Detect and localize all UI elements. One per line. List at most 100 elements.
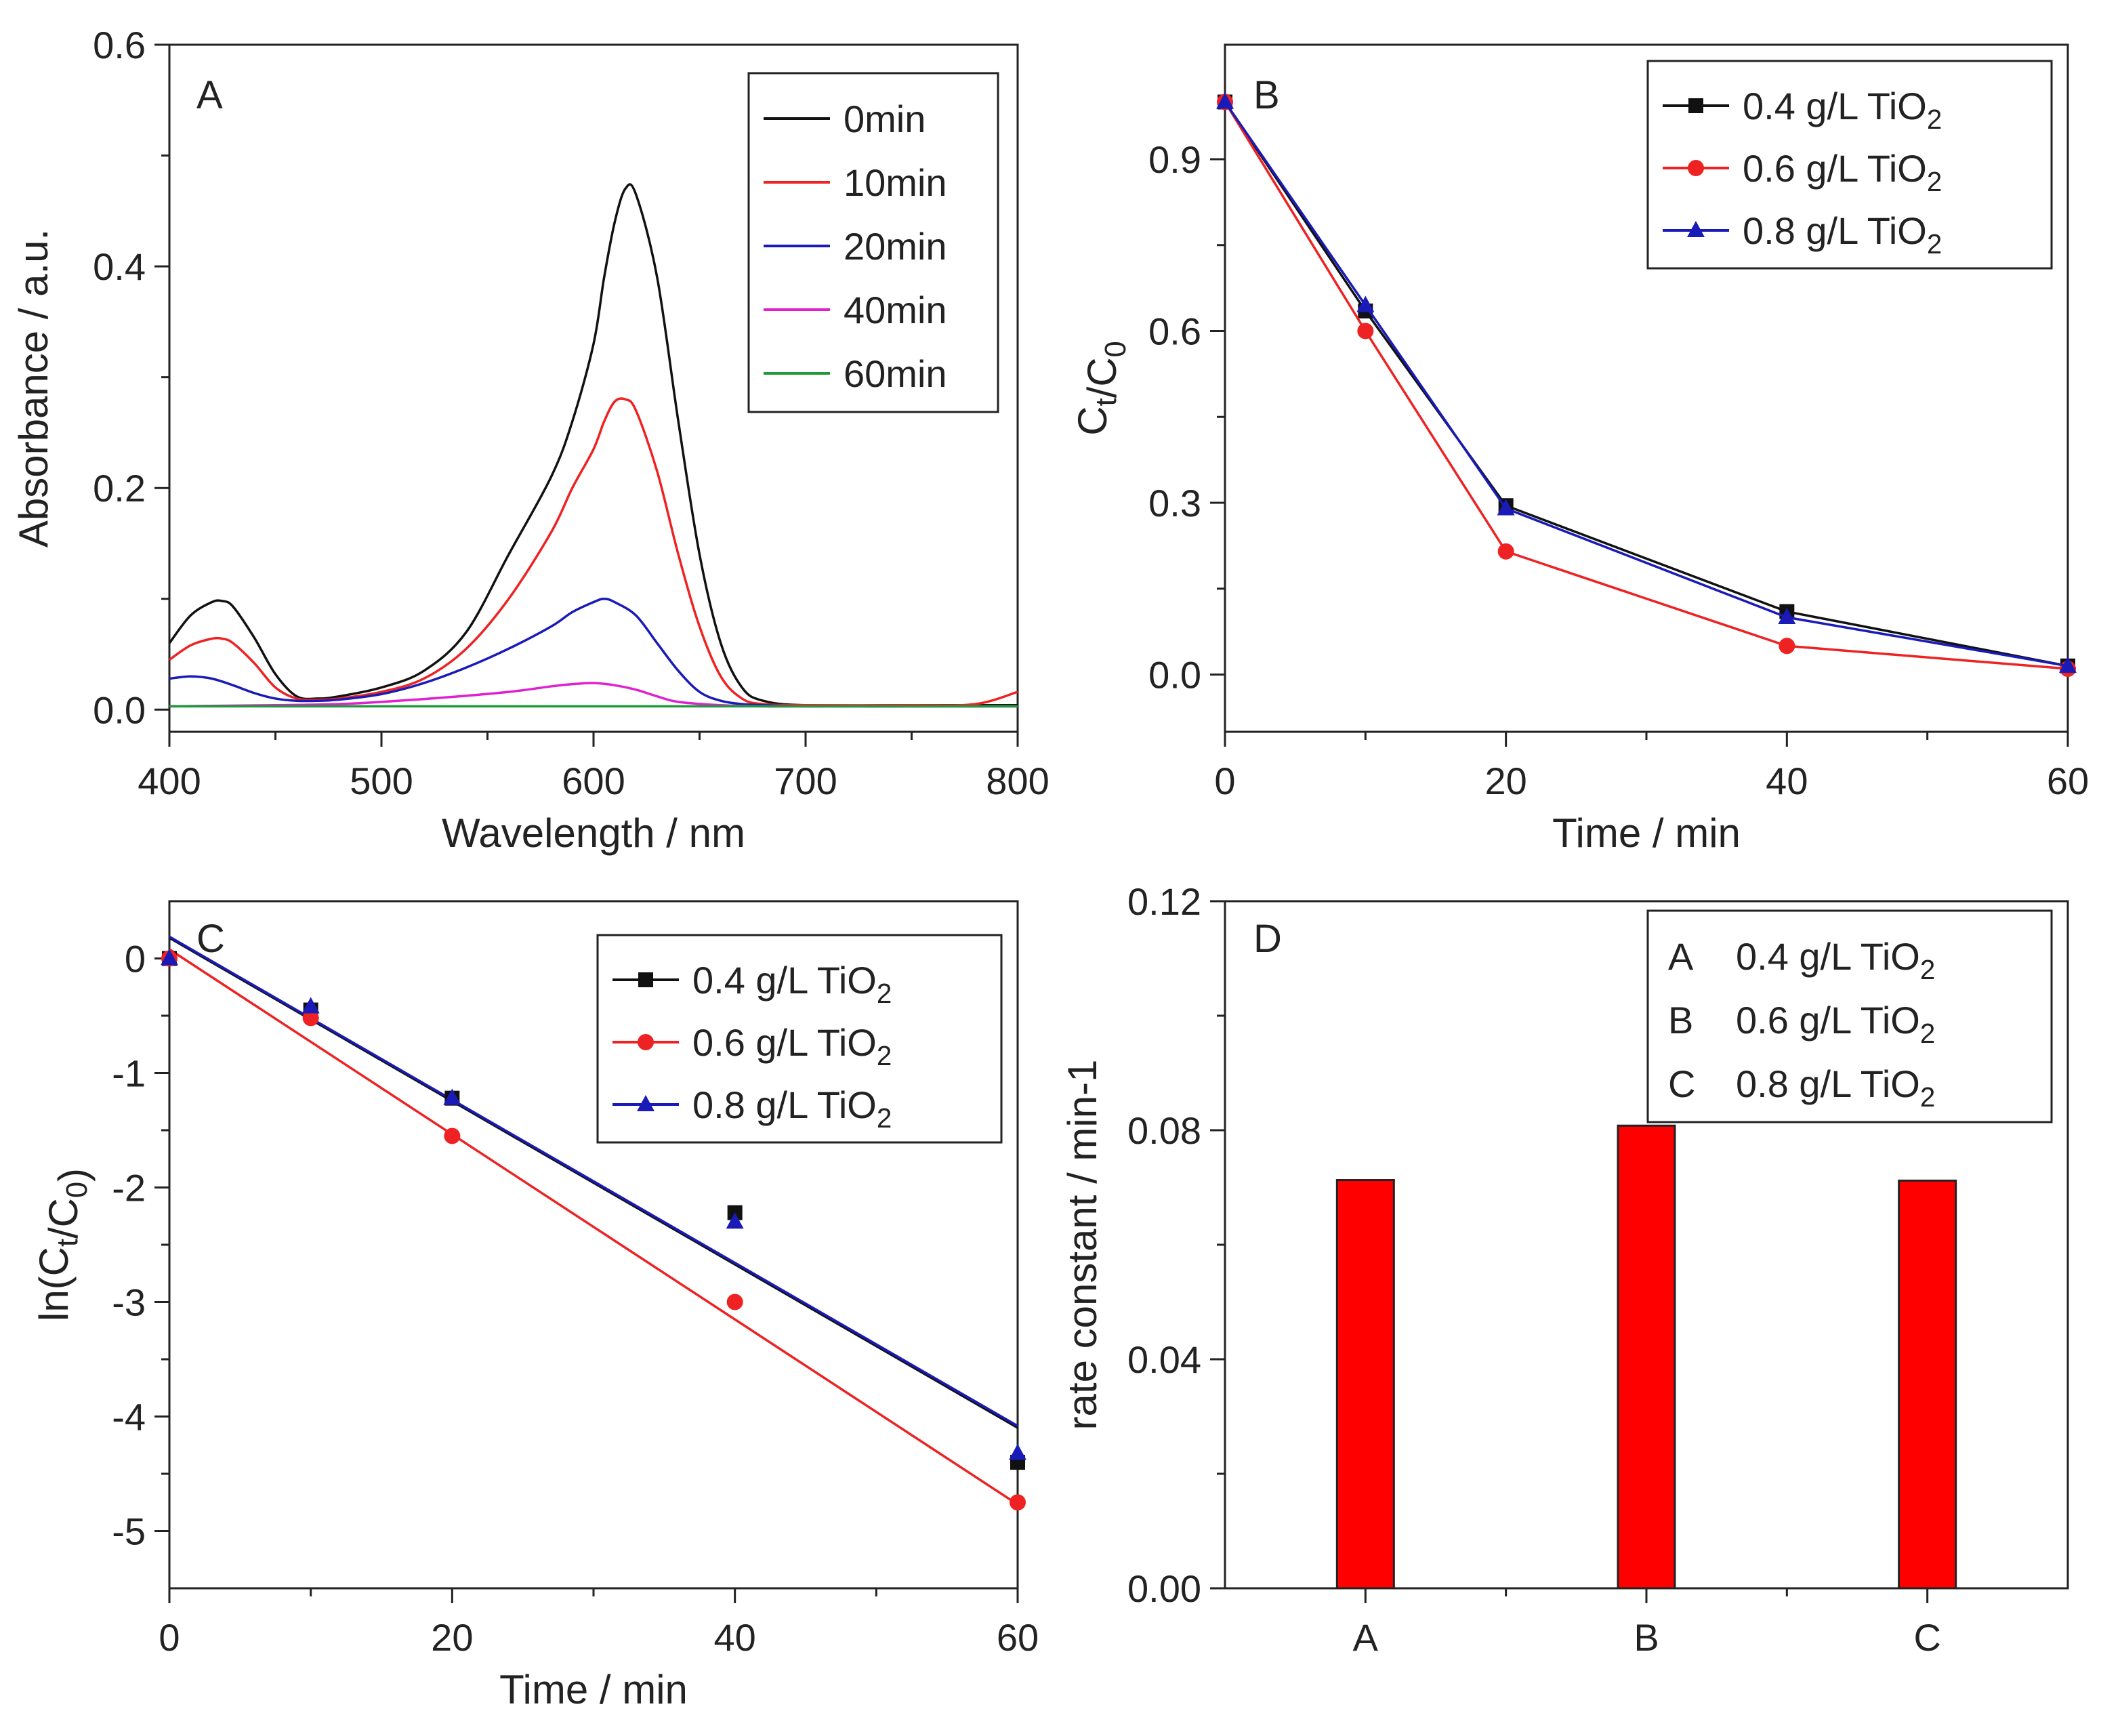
y-tick-label: -3 [112, 1281, 146, 1324]
legend-box [747, 72, 999, 413]
x-tick-label: 800 [986, 760, 1049, 802]
y-axis-label: rate constant / min-1 [1060, 1060, 1105, 1430]
legend-label: 20min [844, 225, 947, 268]
legend-entry: 10min [764, 161, 947, 204]
legend-label: 0.8 g/L TiO2 [1736, 1062, 1935, 1113]
series-line-0min [168, 183, 1018, 707]
panel-letter: A [196, 73, 223, 117]
y-tick-label: 0 [125, 938, 146, 980]
legend-entry: C 0.8 g/L TiO2 [1668, 1062, 1935, 1113]
legend-marker [1687, 221, 1705, 237]
legend-label: 0.6 g/L TiO2 [692, 1021, 892, 1071]
y-tick-label: 0.9 [1148, 138, 1201, 181]
series-0.8 g/L TiO2 [161, 949, 1026, 1460]
x-tick-label: 20 [1485, 760, 1527, 802]
legend-entry: 0.4 g/L TiO2 [1663, 85, 1942, 135]
legend-box [596, 934, 1003, 1144]
y-tick-label: -2 [112, 1167, 146, 1210]
y-axis-label: ln(Ct/C0) [31, 1168, 96, 1321]
data-point [1009, 1443, 1026, 1460]
data-point [726, 1294, 743, 1310]
x-tick-label: 0 [1214, 760, 1235, 802]
bar-B [1617, 1124, 1676, 1590]
data-point [1356, 295, 1375, 312]
legend-entry: A 0.4 g/L TiO2 [1668, 935, 1935, 985]
legend-label: 0.6 g/L TiO2 [1743, 147, 1942, 197]
x-axis-label: Time / min [1552, 810, 1741, 856]
data-point [2059, 656, 2077, 673]
x-axis-label: Time / min [499, 1667, 688, 1712]
data-point [1497, 543, 1514, 560]
data-point [1010, 1494, 1026, 1511]
legend-entry: 20min [764, 225, 947, 268]
legend-key: B [1668, 999, 1693, 1041]
y-axis-label: Absorbance / a.u. [11, 229, 56, 547]
y-tick-label: 0.0 [1148, 654, 1201, 697]
bar-C [1898, 1179, 1957, 1590]
legend-key: A [1668, 935, 1694, 978]
data-point [726, 1212, 744, 1229]
legend-label: 0.8 g/L TiO2 [692, 1083, 892, 1134]
y-axis-label: Ct/C0 [1070, 341, 1132, 435]
y-tick-label: 0.04 [1127, 1338, 1201, 1381]
legend-entry: 0.4 g/L TiO2 [612, 959, 892, 1009]
y-tick-label: 0.6 [93, 24, 146, 66]
y-tick-label: -4 [112, 1396, 146, 1439]
legend-entry: B 0.6 g/L TiO2 [1668, 999, 1935, 1049]
y-tick-label: -5 [112, 1510, 146, 1553]
legend-entry: 0.8 g/L TiO2 [1663, 209, 1942, 260]
x-tick-label: 700 [774, 760, 837, 802]
legend-entry: 0.8 g/L TiO2 [612, 1083, 892, 1134]
panel-letter: B [1253, 73, 1280, 117]
legend-entry: 60min [764, 352, 947, 395]
x-tick-label: 40 [1766, 760, 1808, 802]
y-tick-label: 0.08 [1127, 1109, 1201, 1152]
series-0.8 g/L TiO2 [1216, 92, 2077, 673]
panel-letter: C [196, 917, 225, 961]
legend-label: 0.4 g/L TiO2 [1743, 85, 1942, 135]
data-point [1216, 92, 1234, 109]
y-tick-label: 0.12 [1127, 880, 1201, 923]
legend-entry: 40min [764, 289, 947, 331]
legend-box [1646, 60, 2053, 270]
data-point [1357, 323, 1374, 339]
y-tick-label: 0.6 [1148, 310, 1201, 353]
legend-entry: 0min [764, 98, 926, 140]
legend-label: 10min [844, 161, 947, 204]
panel-c: 0 20 40 60 0 -1 -2 -3 -4 -5 Time / min ln(Ct/C0) C 0.… [31, 900, 1039, 1712]
legend-label: 0.8 g/L TiO2 [1743, 209, 1942, 260]
legend-marker [1688, 160, 1704, 176]
bar-A [1335, 1179, 1395, 1590]
x-tick-label: 400 [138, 760, 201, 802]
x-axis-label: Wavelength / nm [442, 810, 745, 856]
y-tick-label: -1 [112, 1052, 146, 1095]
series-line-20min [169, 597, 1018, 708]
panel-a: 400 500 600 700 800 0.0 0.2 0.4 0.6 Wavelength / … [11, 24, 1049, 856]
data-point [444, 1128, 461, 1144]
y-tick-label: 0.2 [93, 467, 146, 510]
legend-label: 60min [844, 352, 947, 395]
legend-entry: 0.6 g/L TiO2 [612, 1021, 892, 1071]
series-line-40min [169, 682, 1018, 708]
y-tick-label: 0.0 [93, 688, 146, 731]
data-point [443, 1088, 461, 1105]
legend-marker [638, 1034, 654, 1050]
legend-label: 0.4 g/L TiO2 [692, 959, 892, 1009]
x-tick-label: 60 [997, 1616, 1039, 1659]
x-tick-label: B [1634, 1616, 1659, 1659]
data-point [1778, 608, 1796, 624]
legend-marker [1688, 98, 1703, 113]
legend-label: 0.4 g/L TiO2 [1736, 935, 1935, 985]
legend-label: 0.6 g/L TiO2 [1736, 999, 1935, 1049]
data-point [161, 949, 178, 966]
fit-line [169, 948, 1018, 1506]
x-tick-label: 60 [2047, 760, 2089, 802]
x-tick-label: 0 [159, 1616, 180, 1659]
legend-marker [638, 972, 653, 987]
y-tick-label: 0.3 [1148, 482, 1201, 524]
y-tick-label: 0.00 [1127, 1567, 1201, 1610]
x-tick-label: 40 [714, 1616, 756, 1659]
data-point [302, 997, 320, 1014]
